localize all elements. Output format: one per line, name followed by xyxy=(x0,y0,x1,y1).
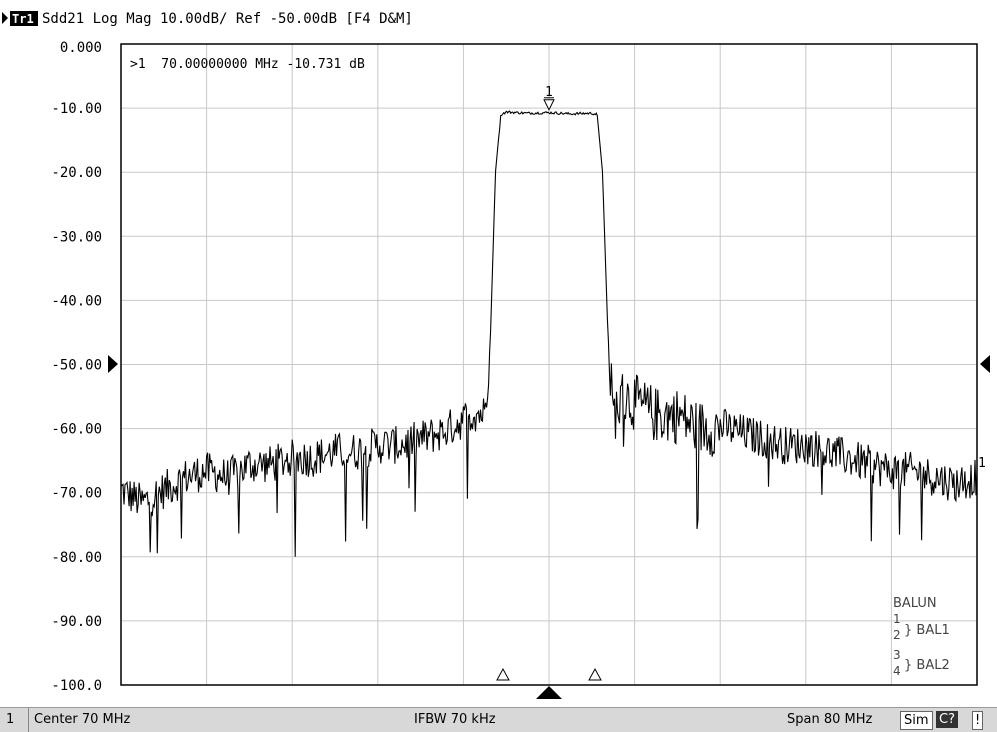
balun-row1-name: } BAL1 xyxy=(904,623,950,638)
y-tick-label: -10.00 xyxy=(51,101,102,117)
marker-1-icon[interactable] xyxy=(543,99,555,111)
channel-number[interactable]: 1 xyxy=(6,712,15,727)
y-tick-label: -70.00 xyxy=(51,486,102,502)
balun-row1-bottom: 2 xyxy=(893,628,901,642)
balun-row2-bottom: 4 xyxy=(893,664,901,678)
status-bar: 1 Center 70 MHz IFBW 70 kHz Span 80 MHz … xyxy=(0,707,997,732)
y-tick-label: -20.00 xyxy=(51,165,102,181)
balun-legend: BALUN 1 2 } BAL1 3 4 } BAL2 xyxy=(893,596,950,678)
reference-right-pointer-icon[interactable] xyxy=(980,355,990,373)
center-frequency[interactable]: Center 70 MHz xyxy=(34,712,131,727)
balun-title: BALUN xyxy=(893,596,937,611)
y-tick-label: -90.00 xyxy=(51,614,102,630)
if-bandwidth[interactable]: IFBW 70 kHz xyxy=(414,712,496,727)
warning-indicator: ! xyxy=(972,711,984,730)
y-tick-label: -100.0 xyxy=(51,678,102,694)
trace-header: Sdd21 Log Mag 10.00dB/ Ref -50.00dB [F4 … xyxy=(42,11,413,27)
marker-readout: >1 70.00000000 MHz -10.731 dB xyxy=(130,57,365,72)
active-trace-pointer-icon xyxy=(2,12,8,24)
y-tick-label: -80.00 xyxy=(51,550,102,566)
y-tick-label: -40.00 xyxy=(51,293,102,309)
trace-end-label: 1 xyxy=(978,456,986,471)
stimulus-pointer-icon[interactable] xyxy=(536,686,562,699)
channel-divider xyxy=(28,708,29,732)
calibration-indicator: C? xyxy=(936,711,958,728)
trace-tag[interactable]: Tr1 xyxy=(12,12,34,26)
trace-tag-box[interactable] xyxy=(10,11,38,26)
y-tick-label: -30.00 xyxy=(51,229,102,245)
bandwidth-marker-icon[interactable] xyxy=(588,667,602,681)
balun-row1-top: 1 xyxy=(893,612,901,626)
balun-row2-name: } BAL2 xyxy=(904,658,950,673)
plot-grid xyxy=(121,44,977,685)
bandwidth-marker-icon[interactable] xyxy=(496,667,510,681)
sim-indicator: Sim xyxy=(900,711,933,730)
plot-border xyxy=(120,43,978,686)
trace-sdd21 xyxy=(120,110,978,557)
reference-left-pointer-icon[interactable] xyxy=(108,355,118,373)
span-frequency[interactable]: Span 80 MHz xyxy=(787,712,873,727)
y-tick-label: -50.00 xyxy=(51,358,102,374)
balun-row2-top: 3 xyxy=(893,648,901,662)
marker-1-label: 1 xyxy=(545,85,553,100)
y-axis-labels: 0.000 -10.00 -20.00 -30.00 -40.00 -50.00 -60.0… xyxy=(51,40,102,694)
y-tick-label: -60.00 xyxy=(51,422,102,438)
y-tick-label: 0.000 xyxy=(60,40,102,56)
markers: 1 xyxy=(496,85,602,681)
